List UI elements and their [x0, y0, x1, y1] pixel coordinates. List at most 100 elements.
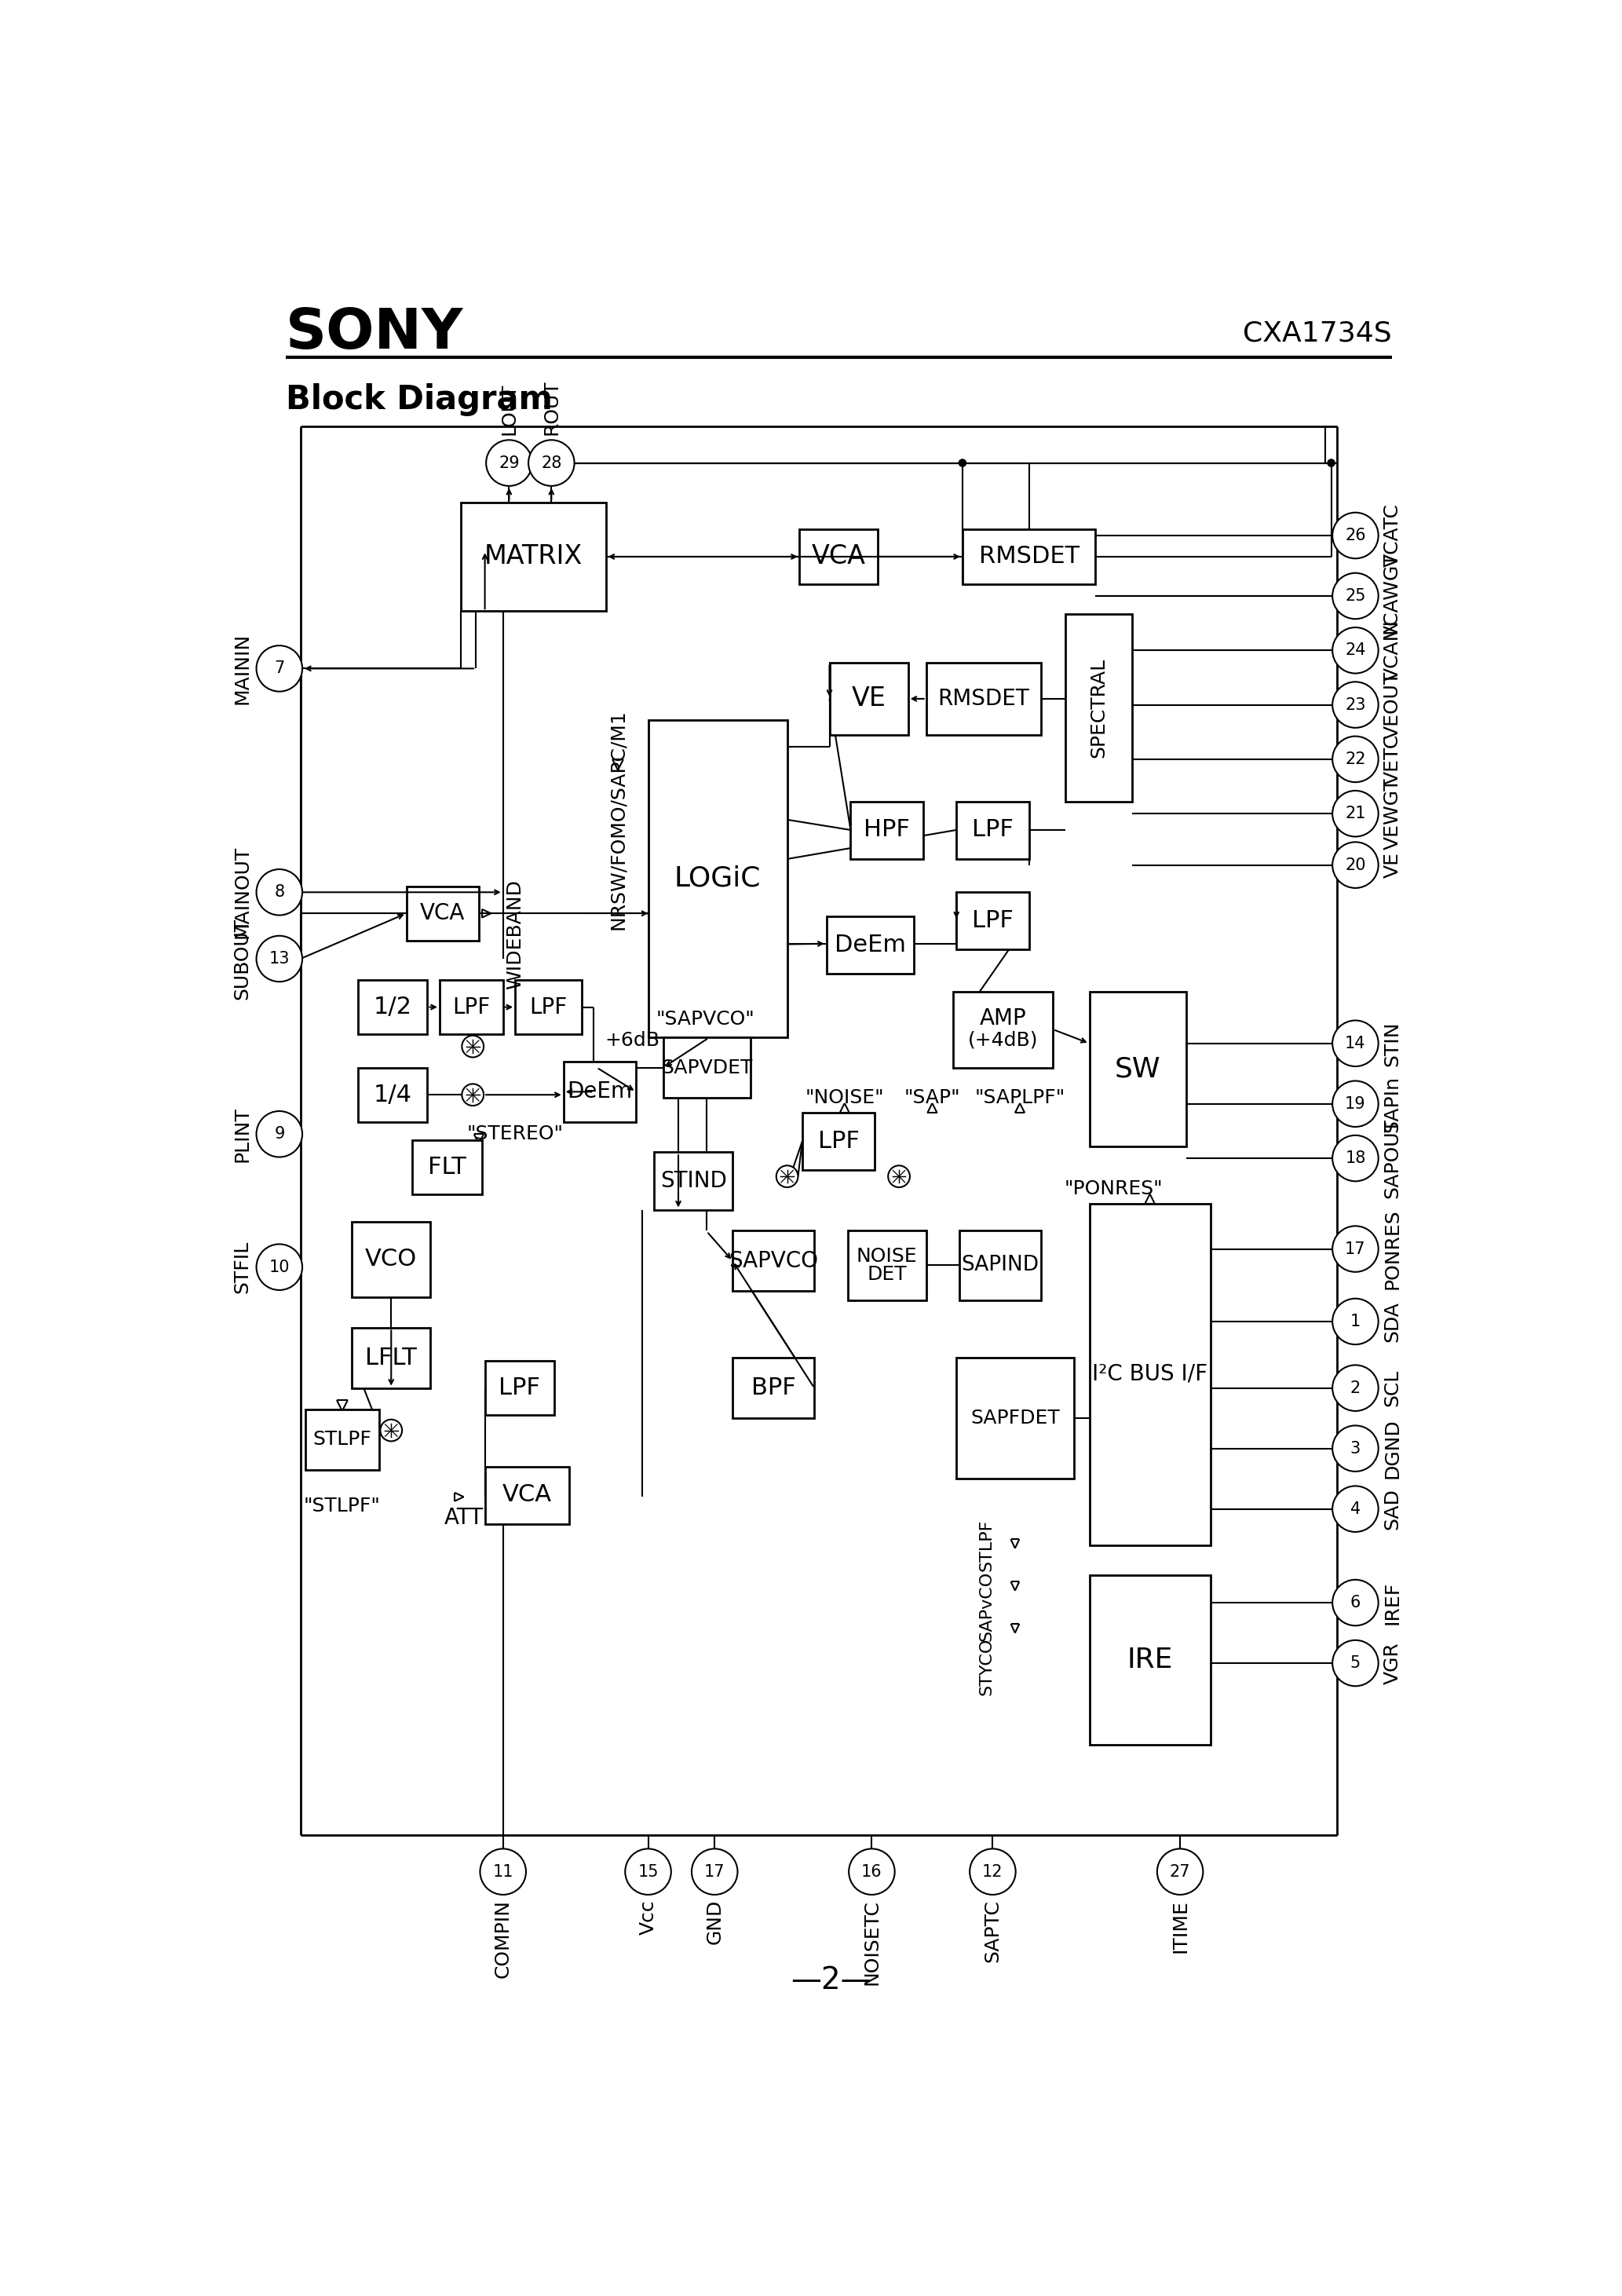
Text: SAPIND: SAPIND — [962, 1256, 1038, 1277]
Circle shape — [487, 441, 532, 487]
Text: I²C BUS I/F: I²C BUS I/F — [1092, 1364, 1208, 1384]
Text: 12: 12 — [983, 1864, 1002, 1880]
Circle shape — [1332, 790, 1379, 836]
Text: 3: 3 — [1350, 1440, 1361, 1456]
Text: HPF: HPF — [865, 820, 910, 840]
Text: 2: 2 — [1350, 1380, 1361, 1396]
Bar — [1090, 1575, 1210, 1745]
Text: BPF: BPF — [751, 1378, 795, 1401]
Bar — [1090, 992, 1186, 1146]
Bar — [440, 980, 503, 1033]
Text: AMP: AMP — [980, 1008, 1027, 1029]
Bar — [733, 1357, 814, 1419]
Text: "STLPF": "STLPF" — [303, 1497, 381, 1515]
Circle shape — [529, 441, 574, 487]
Text: DGND: DGND — [1384, 1419, 1401, 1479]
Circle shape — [1332, 1081, 1379, 1127]
Text: MAININ: MAININ — [232, 634, 251, 705]
Text: VCA: VCA — [420, 902, 466, 925]
Text: 16: 16 — [861, 1864, 882, 1880]
Text: NOISE: NOISE — [856, 1247, 918, 1265]
Text: VCATC: VCATC — [1384, 503, 1401, 567]
Circle shape — [1332, 1426, 1379, 1472]
Circle shape — [1332, 1019, 1379, 1065]
Bar — [926, 664, 1041, 735]
Text: 11: 11 — [493, 1864, 514, 1880]
Circle shape — [1332, 1300, 1379, 1345]
Text: SAPvCO: SAPvCO — [978, 1570, 994, 1642]
Text: SAPVDET: SAPVDET — [662, 1058, 753, 1077]
Text: SAPTC: SAPTC — [983, 1899, 1002, 1963]
Text: 17: 17 — [704, 1864, 725, 1880]
Bar — [358, 980, 428, 1033]
Bar — [957, 801, 1028, 859]
Circle shape — [1332, 1486, 1379, 1531]
Bar — [516, 980, 582, 1033]
Text: DeEm: DeEm — [568, 1081, 633, 1102]
Circle shape — [777, 1166, 798, 1187]
Bar — [954, 992, 1053, 1068]
Circle shape — [1332, 627, 1379, 673]
Text: LPF: LPF — [972, 909, 1014, 932]
Text: 25: 25 — [1345, 588, 1366, 604]
Bar — [352, 1327, 430, 1389]
Text: CXA1734S: CXA1734S — [1242, 319, 1392, 347]
Circle shape — [1332, 1580, 1379, 1626]
Text: SW: SW — [1114, 1056, 1161, 1081]
Bar — [1066, 613, 1132, 801]
Text: PONRES: PONRES — [1384, 1208, 1401, 1290]
Text: "NOISE": "NOISE" — [805, 1088, 884, 1107]
Text: DeEm: DeEm — [834, 934, 905, 955]
Text: SDA: SDA — [1384, 1302, 1401, 1341]
Text: COMPIN: COMPIN — [493, 1899, 513, 1979]
Text: 27: 27 — [1169, 1864, 1191, 1880]
Circle shape — [1332, 843, 1379, 889]
Circle shape — [1327, 459, 1335, 466]
Bar — [957, 1357, 1074, 1479]
Text: SCL: SCL — [1384, 1368, 1401, 1407]
Text: VEOUT: VEOUT — [1384, 670, 1401, 739]
Text: VETC: VETC — [1384, 735, 1401, 785]
Circle shape — [1332, 1639, 1379, 1685]
Text: —2—: —2— — [792, 1965, 871, 1995]
Text: IRE: IRE — [1127, 1646, 1173, 1674]
Text: SPECTRAL: SPECTRAL — [1088, 659, 1108, 758]
Bar — [663, 1038, 751, 1097]
Text: PLINT: PLINT — [232, 1107, 251, 1162]
Text: 23: 23 — [1345, 698, 1366, 712]
Circle shape — [1332, 1366, 1379, 1412]
Circle shape — [1156, 1848, 1204, 1894]
Bar — [654, 1153, 733, 1210]
Text: Vcc: Vcc — [639, 1899, 657, 1936]
Circle shape — [256, 1111, 302, 1157]
Text: "STEREO": "STEREO" — [467, 1125, 563, 1143]
Text: 6: 6 — [1350, 1596, 1361, 1609]
Text: 13: 13 — [269, 951, 290, 967]
Bar — [649, 721, 787, 1038]
Text: LFLT: LFLT — [365, 1345, 417, 1368]
Bar — [962, 530, 1095, 583]
Text: NOISETC: NOISETC — [863, 1899, 881, 1986]
Bar — [960, 1231, 1041, 1300]
Bar — [850, 801, 923, 859]
Text: STLPF: STLPF — [313, 1430, 371, 1449]
Circle shape — [256, 645, 302, 691]
Circle shape — [848, 1848, 895, 1894]
Circle shape — [548, 459, 555, 466]
Text: SAPIn: SAPIn — [1384, 1075, 1401, 1132]
Circle shape — [1332, 574, 1379, 620]
Text: WIDEBAND: WIDEBAND — [506, 879, 524, 990]
Circle shape — [256, 937, 302, 983]
Text: STIND: STIND — [660, 1169, 727, 1192]
Text: SAPVCO: SAPVCO — [728, 1249, 817, 1272]
Text: LOGiC: LOGiC — [675, 866, 761, 891]
Text: STLPF: STLPF — [978, 1520, 994, 1570]
Text: SAPOUT: SAPOUT — [1384, 1118, 1401, 1199]
Text: VCAIN: VCAIN — [1384, 620, 1401, 682]
Text: LPF: LPF — [453, 996, 490, 1017]
Text: GND: GND — [706, 1899, 723, 1945]
Text: "PONRES": "PONRES" — [1064, 1180, 1163, 1199]
Text: LOUT: LOUT — [500, 383, 519, 436]
Text: VE: VE — [1384, 852, 1401, 877]
Text: LPF: LPF — [498, 1378, 540, 1401]
